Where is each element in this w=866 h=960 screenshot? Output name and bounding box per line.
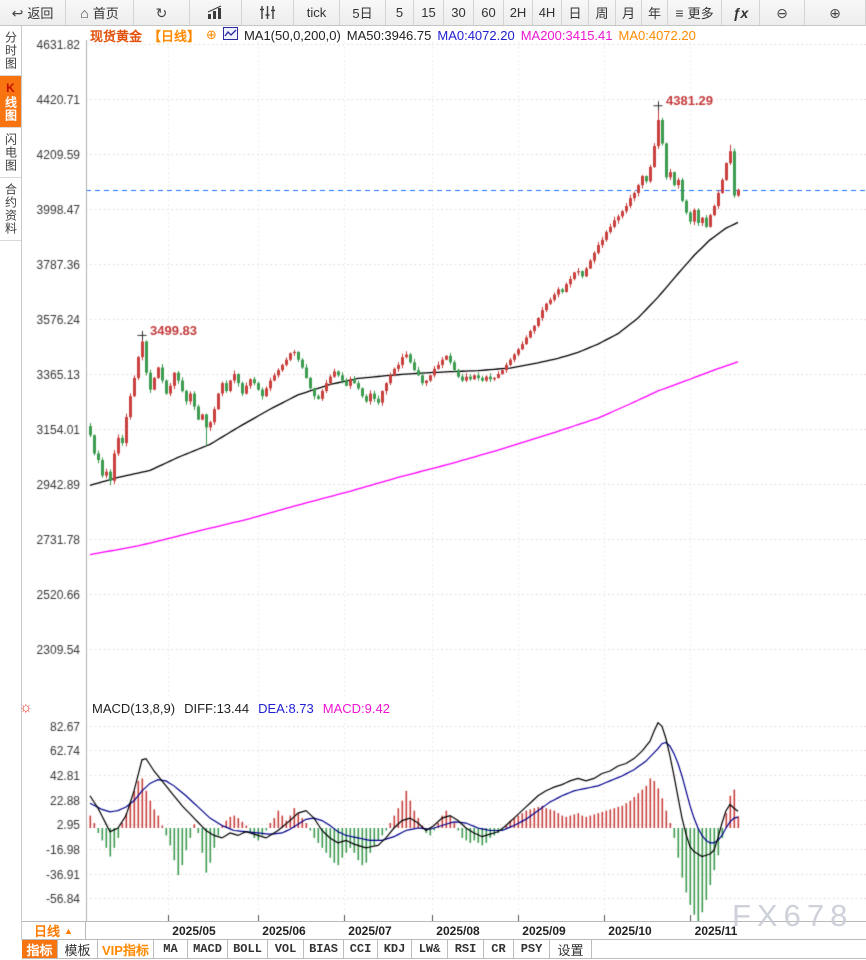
toolbar-button-kline-view[interactable] — [242, 0, 294, 25]
macd-macd-value: MACD:9.42 — [322, 701, 390, 716]
toolbar-label-yearly: 年 — [647, 6, 661, 21]
toolbar-button-30-min[interactable]: 30 — [444, 0, 474, 25]
tab-lw[interactable]: LW& — [412, 940, 448, 958]
zoom-in-icon: ⊕ — [829, 4, 841, 21]
toolbar-label-home: 首页 — [92, 6, 119, 21]
left-sidebar: 分时图 K 线图 闪电图 合约资料 — [0, 26, 22, 940]
x-axis-month-label: 2025/05 — [172, 924, 216, 938]
toolbar-label-back: 返回 — [27, 6, 54, 21]
macd-dea-value: DEA:8.73 — [258, 701, 314, 716]
tab-psy[interactable]: PSY — [514, 940, 550, 958]
sidebar-item-time-sharing-chart[interactable]: 分时图 — [0, 26, 21, 76]
ma50-value-label: MA50:3946.75 — [346, 27, 432, 43]
macd-chart-canvas[interactable] — [22, 697, 866, 921]
toolbar-button-refresh[interactable]: ↻ — [134, 0, 190, 25]
home-icon: ⌂ — [80, 4, 89, 21]
tab-indicators[interactable]: 指标 — [22, 940, 58, 958]
toolbar-label-15-min: 15 — [421, 5, 436, 20]
symbol-header: 现货黄金 【日线】 ⊕ MA1(50,0,200,0) MA50:3946.75… — [90, 27, 696, 44]
bar-chart-icon — [206, 5, 225, 20]
toolbar-button-home[interactable]: ⌂ 首页 — [66, 0, 134, 25]
tab-cci[interactable]: CCI — [344, 940, 378, 958]
menu-icon: ≡ — [675, 4, 684, 21]
back-arrow-icon: ↩ — [11, 4, 24, 21]
toolbar-button-formula[interactable]: ƒx — [722, 0, 760, 25]
top-toolbar: ↩ 返回 ⌂ 首页 ↻ tick 5日 5 15 30 60 2H 4H 日周月年 ≡ 更多 ƒx ⊖ ⊕ — [0, 0, 866, 26]
symbol-period-tag: 【日线】 — [148, 28, 201, 44]
chart-badge-icon — [222, 27, 238, 43]
toolbar-button-bar-chart-view[interactable] — [190, 0, 242, 25]
period-selector-label: 日线 — [34, 924, 61, 939]
toolbar-button-2-hour[interactable]: 2H — [504, 0, 533, 25]
x-axis-month-label: 2025/11 — [694, 924, 738, 938]
ma-settings-label: MA1(50,0,200,0) — [243, 27, 341, 43]
refresh-icon: ↻ — [155, 4, 168, 21]
symbol-name: 现货黄金 — [90, 28, 143, 44]
toolbar-label-tick: tick — [306, 5, 327, 20]
toolbar-button-60-min[interactable]: 60 — [474, 0, 504, 25]
tabbar-filler — [592, 940, 866, 958]
toolbar-label-daily: 日 — [568, 6, 582, 21]
macd-diff-value: DIFF:13.44 — [184, 701, 250, 716]
add-indicator-icon[interactable]: ⊕ — [206, 27, 217, 42]
toolbar-label-60-min: 60 — [481, 5, 496, 20]
tab-templates[interactable]: 模板 — [58, 940, 98, 958]
x-axis-month-label: 2025/07 — [348, 924, 392, 938]
toolbar-button-more[interactable]: ≡ 更多 — [668, 0, 722, 25]
toolbar-button-15-min[interactable]: 15 — [414, 0, 444, 25]
toolbar-label-5-day: 5日 — [352, 6, 373, 21]
toolbar-label-5-min: 5 — [395, 5, 404, 20]
toolbar-button-5-min[interactable]: 5 — [386, 0, 414, 25]
tab-cr[interactable]: CR — [484, 940, 514, 958]
tab-vol[interactable]: VOL — [268, 940, 304, 958]
tab-bias[interactable]: BIAS — [304, 940, 344, 958]
sidebar-item-lightning-chart[interactable]: 闪电图 — [0, 128, 21, 178]
ma0-orange-value-label: MA0:4072.20 — [618, 27, 696, 43]
toolbar-label-weekly: 周 — [595, 6, 609, 21]
x-axis-month-label: 2025/10 — [608, 924, 652, 938]
tab-kdj[interactable]: KDJ — [378, 940, 412, 958]
toolbar-label-monthly: 月 — [621, 6, 635, 21]
toolbar-label-2-hour: 2H — [509, 5, 527, 20]
dropdown-arrow-icon: ▲ — [64, 925, 73, 936]
fx-icon: ƒx — [732, 4, 749, 21]
x-axis-row: 日线 ▲ 2025/05 2025/06 2025/07 2025/08 2025/09… — [22, 921, 866, 940]
tab-vip-indicators[interactable]: VIP指标 — [98, 940, 154, 958]
sidebar-accent-char: K — [3, 81, 18, 96]
toolbar-label-more: 更多 — [687, 6, 714, 21]
toolbar-button-5-day[interactable]: 5日 — [340, 0, 386, 25]
x-axis-month-label: 2025/09 — [522, 924, 566, 938]
toolbar-button-zoom-out[interactable]: ⊖ — [760, 0, 805, 25]
kline-sliders-icon — [259, 5, 276, 20]
price-chart-canvas[interactable] — [22, 26, 866, 697]
toolbar-label-4-hour: 4H — [538, 5, 556, 20]
tab-macd[interactable]: MACD — [188, 940, 228, 958]
toolbar-button-4-hour[interactable]: 4H — [533, 0, 562, 25]
tab-boll[interactable]: BOLL — [228, 940, 268, 958]
indicator-tabbar: 指标 模板 VIP指标 MA MACD BOLL VOL BIAS CCI KDJ LW& RSI CR… — [22, 940, 866, 959]
tab-settings[interactable]: 设置 — [550, 940, 592, 958]
toolbar-button-yearly[interactable]: 年 — [642, 0, 668, 25]
indicator-settings-icon[interactable]: ☼ — [19, 699, 33, 716]
toolbar-button-daily[interactable]: 日 — [562, 0, 589, 25]
toolbar-label-30-min: 30 — [451, 5, 466, 20]
x-axis-month-label: 2025/06 — [262, 924, 306, 938]
x-axis-month-label: 2025/08 — [436, 924, 480, 938]
tab-ma[interactable]: MA — [154, 940, 188, 958]
ma200-value-label: MA200:3415.41 — [520, 27, 613, 43]
toolbar-button-back[interactable]: ↩ 返回 — [0, 0, 66, 25]
macd-header: MACD(13,8,9) DIFF:13.44 DEA:8.73 MACD:9.… — [92, 701, 390, 716]
tab-rsi[interactable]: RSI — [448, 940, 484, 958]
ma0-blue-value-label: MA0:4072.20 — [437, 27, 515, 43]
sidebar-item-kline-chart[interactable]: K 线图 — [0, 76, 21, 128]
zoom-out-icon: ⊖ — [776, 4, 788, 21]
toolbar-button-monthly[interactable]: 月 — [616, 0, 642, 25]
macd-title: MACD(13,8,9) — [92, 701, 176, 716]
toolbar-button-zoom-in[interactable]: ⊕ — [805, 0, 866, 25]
toolbar-button-weekly[interactable]: 周 — [589, 0, 616, 25]
toolbar-button-tick[interactable]: tick — [294, 0, 340, 25]
period-selector[interactable]: 日线 ▲ — [22, 922, 86, 939]
sidebar-item-contract-info[interactable]: 合约资料 — [0, 178, 21, 241]
